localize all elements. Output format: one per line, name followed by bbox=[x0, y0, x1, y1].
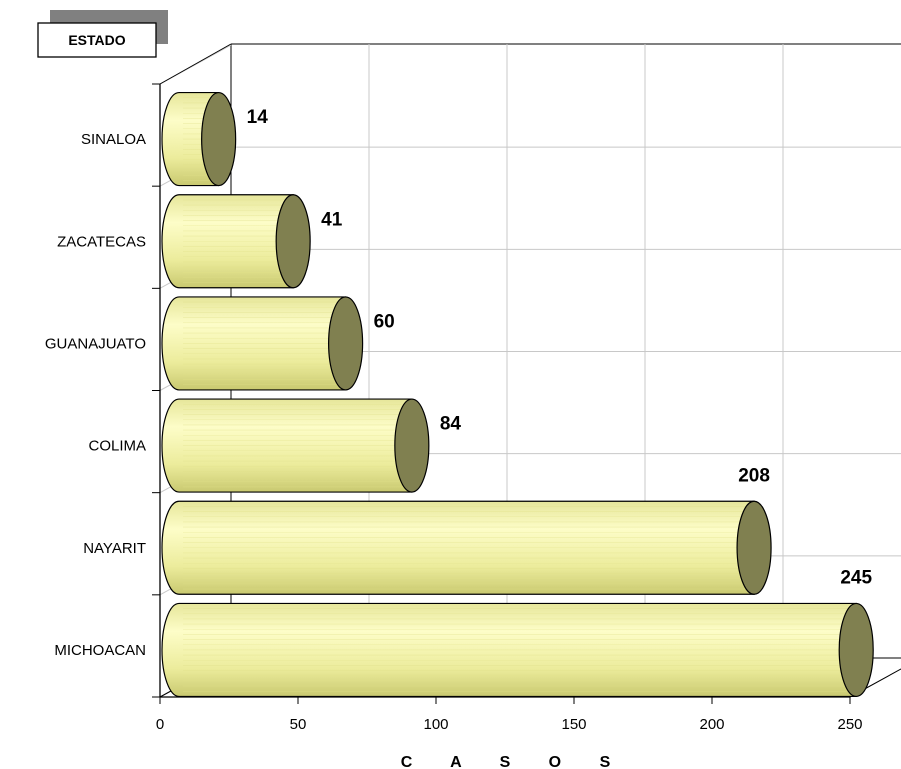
x-tick-label: 100 bbox=[423, 716, 448, 733]
cylinder-end-cap bbox=[736, 500, 772, 595]
bar-sinaloa bbox=[161, 91, 237, 187]
category-label: SINALOA bbox=[81, 131, 146, 148]
labels: 0 50 100 150 200 250 SINALOA 14 ZACATECAS 41 GUANA… bbox=[45, 107, 873, 733]
bar-nayarit bbox=[161, 500, 772, 595]
cylinder-end-cap bbox=[275, 194, 311, 289]
data-label: 41 bbox=[321, 209, 343, 230]
bar-zacatecas bbox=[161, 194, 311, 289]
category-label: NAYARIT bbox=[83, 540, 146, 557]
cylinder-end-cap bbox=[838, 602, 874, 698]
data-label: 208 bbox=[738, 465, 770, 486]
legend-box: ESTADO bbox=[37, 10, 168, 58]
category-label: ZACATECAS bbox=[57, 233, 146, 250]
bar-guanajuato bbox=[161, 296, 364, 391]
x-tick-label: 200 bbox=[699, 716, 724, 733]
x-tick-label: 150 bbox=[561, 716, 586, 733]
category-label: COLIMA bbox=[88, 438, 146, 455]
side-wall-top-edge bbox=[159, 43, 232, 85]
bar-colima bbox=[161, 398, 430, 493]
x-tick-label: 50 bbox=[290, 716, 307, 733]
category-label: MICHOACAN bbox=[54, 642, 146, 659]
cylinder-end-cap bbox=[394, 398, 430, 493]
bar-michoacan bbox=[161, 602, 874, 698]
cylinder-end-cap bbox=[201, 91, 237, 187]
x-axis-title: C A S O S bbox=[401, 754, 628, 769]
x-tick-label: 250 bbox=[837, 716, 862, 733]
legend-frame bbox=[37, 22, 157, 58]
data-label: 60 bbox=[374, 311, 395, 332]
x-tick-label: 0 bbox=[156, 716, 164, 733]
bars bbox=[161, 91, 874, 698]
legend-title: ESTADO bbox=[68, 32, 125, 48]
data-label: 14 bbox=[247, 107, 269, 128]
category-label: GUANAJUATO bbox=[45, 335, 146, 352]
data-label: 84 bbox=[440, 414, 462, 435]
cylinder-end-cap bbox=[328, 296, 364, 391]
data-label: 245 bbox=[840, 567, 872, 588]
